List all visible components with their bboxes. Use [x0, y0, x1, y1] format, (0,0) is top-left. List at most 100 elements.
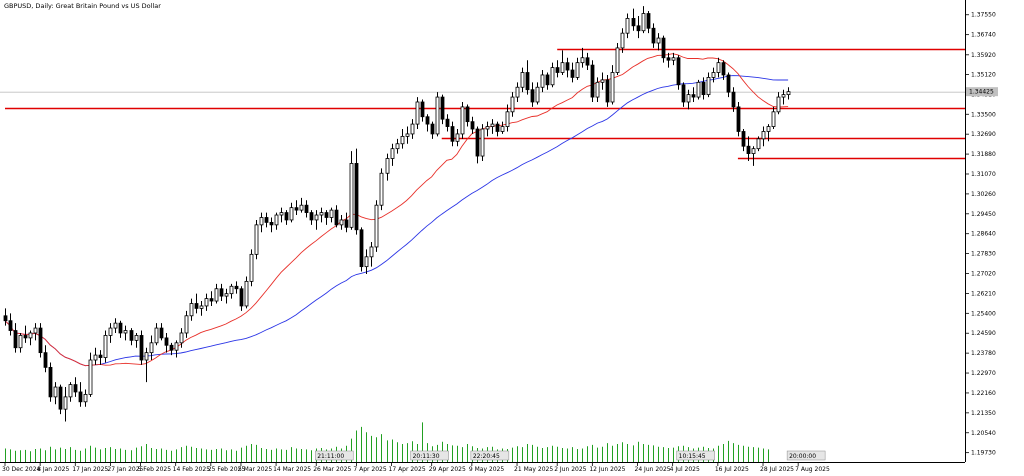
candle-body [93, 354, 98, 361]
candle [495, 121, 500, 137]
candle-body [63, 396, 68, 410]
candle [535, 82, 540, 105]
candle [129, 328, 134, 346]
candle [721, 60, 726, 80]
candle-body [701, 81, 706, 96]
y-tick-label: 1.22160 [971, 390, 996, 397]
candle [395, 138, 400, 154]
candle-body [666, 57, 671, 61]
y-tick-label: 1.20540 [971, 430, 996, 437]
candle-body [58, 386, 63, 410]
candle-body [415, 101, 420, 125]
candle-body [781, 94, 786, 98]
candle-body [641, 13, 646, 32]
candle [339, 215, 344, 230]
x-tick-label: 14 Mar 2025 [273, 466, 311, 473]
candle [164, 332, 169, 353]
candlesticks [3, 6, 791, 422]
time-tag-text: 20:00:00 [789, 453, 816, 460]
x-tick-label: 21 May 2025 [514, 466, 553, 473]
candle [269, 217, 274, 233]
candle [359, 227, 364, 272]
candle [118, 320, 123, 338]
candle-body [334, 209, 339, 226]
candle [58, 384, 63, 415]
candle-body [28, 332, 33, 339]
x-tick-label: 14 Feb 2025 [173, 466, 211, 473]
y-tick-label: 1.33500 [971, 111, 996, 118]
candle [470, 116, 475, 134]
ma-fast-line [4, 53, 789, 367]
time-tag-text: 22:20:45 [473, 453, 500, 460]
candle-body [480, 128, 485, 157]
y-tick-label: 1.21350 [971, 410, 996, 417]
candle [746, 136, 751, 161]
candle [410, 119, 415, 139]
level-lines[interactable] [0, 48, 965, 160]
y-tick-label: 1.37550 [971, 12, 996, 19]
candle [460, 101, 465, 139]
candle [329, 207, 334, 223]
time-tag-box [676, 450, 715, 461]
candle-body [555, 67, 560, 73]
candle [505, 104, 510, 132]
candle-body [716, 62, 721, 73]
candle [194, 293, 199, 314]
candle [93, 347, 98, 365]
candle [560, 50, 565, 75]
candle-body [515, 86, 520, 98]
candle-body [490, 123, 495, 127]
current-price-label: 1.34425 [969, 89, 994, 96]
candle [349, 151, 354, 230]
candle [159, 323, 164, 341]
candle-body [244, 280, 249, 307]
candle-body [159, 327, 164, 339]
candle-body [570, 69, 575, 78]
candle-body [23, 335, 28, 339]
candle-body [520, 72, 525, 88]
candle-body [204, 298, 209, 307]
ma-slow-line [4, 75, 789, 367]
candle [294, 200, 299, 216]
x-tick-label: 9 May 2025 [469, 466, 504, 473]
candle [786, 87, 791, 100]
candle [641, 6, 646, 34]
candle-body [681, 84, 686, 103]
candle-body [420, 101, 425, 118]
candle-body [691, 94, 696, 98]
candle [751, 146, 756, 166]
candle-body [741, 131, 746, 147]
candle [520, 67, 525, 93]
y-tick-label: 1.27830 [971, 251, 996, 258]
candle-body [761, 131, 766, 140]
candle [620, 28, 625, 53]
candle-body [83, 394, 88, 403]
candle [666, 52, 671, 68]
candle-body [636, 25, 641, 32]
candle [244, 276, 249, 309]
candle [510, 92, 515, 117]
time-tags: 21:11:00 20:11:30 22:20:45 10:15:45 20:00:00 [314, 450, 826, 461]
candle [415, 97, 420, 130]
candle-body [595, 81, 600, 98]
candle-body [118, 322, 123, 334]
time-tag-text: 10:15:45 [679, 453, 706, 460]
candle-body [465, 106, 470, 123]
candle-body [505, 111, 510, 127]
candle [636, 15, 641, 39]
time-tag: 20:11:30 [410, 450, 449, 461]
candle-body [485, 126, 490, 130]
candle-body [475, 128, 480, 157]
candle-body [410, 123, 415, 135]
candle [605, 74, 610, 107]
candle-body [756, 138, 761, 150]
candle [98, 350, 103, 365]
candle-body [656, 37, 661, 44]
candle-body [575, 62, 580, 78]
candle-body [78, 391, 83, 403]
candle [304, 200, 309, 218]
candle [400, 129, 405, 149]
candle-body [209, 298, 214, 302]
y-tick-label: 1.24590 [971, 330, 996, 337]
